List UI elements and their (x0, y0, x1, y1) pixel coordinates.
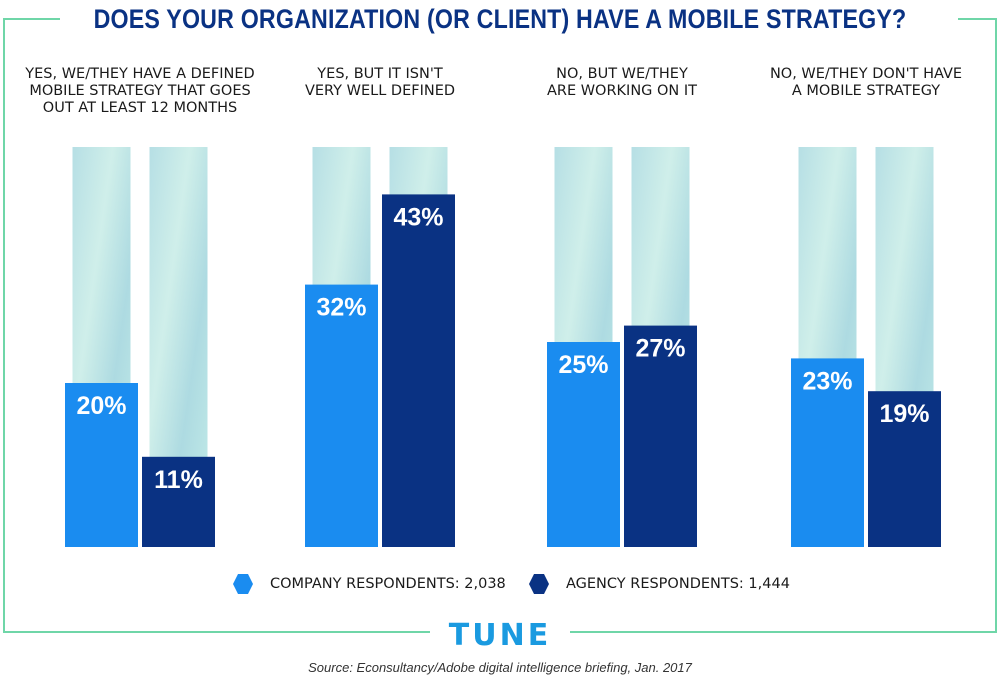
category-label-line: NO, BUT WE/THEY (556, 66, 688, 82)
bar-company (547, 342, 620, 547)
frame-right-line (570, 18, 997, 633)
bar-agency (382, 194, 455, 547)
bar-company (305, 284, 378, 547)
bar-agency (868, 391, 941, 547)
data-label: 23% (802, 367, 852, 395)
category-label-line: NO, WE/THEY DON'T HAVE (769, 66, 963, 82)
company-hexagon-icon (233, 574, 253, 594)
data-label: 20% (76, 392, 126, 420)
data-label: 32% (316, 294, 366, 322)
category-label: NO, WE/THEY DON'T HAVE A MOBILE STRATEGY (746, 66, 986, 100)
category-label: NO, BUT WE/THEY ARE WORKING ON IT (502, 66, 742, 100)
source-note: Source: Econsultancy/Adobe digital intel… (308, 660, 692, 675)
category-label-line: YES, WE/THEY HAVE A DEFINED (25, 66, 255, 82)
category-label-line: VERY WELL DEFINED (304, 83, 456, 99)
page-title: DOES YOUR ORGANIZATION (OR CLIENT) HAVE … (93, 4, 907, 34)
bar-agency (624, 325, 697, 547)
data-label: 43% (393, 203, 443, 231)
legend-agency-label: AGENCY RESPONDENTS: 1,444 (566, 576, 790, 592)
bar-company (791, 358, 864, 547)
category-label-line: ARE WORKING ON IT (546, 83, 698, 99)
category-label-line: OUT AT LEAST 12 MONTHS (42, 100, 238, 116)
bar-agency (142, 456, 215, 547)
tune-logo: TUNE (448, 618, 552, 653)
data-label: 11% (154, 466, 203, 494)
category-label: YES, BUT IT ISN'T VERY WELL DEFINED (260, 66, 500, 100)
category-label-line: MOBILE STRATEGY THAT GOES (29, 83, 251, 99)
frame-left-line (3, 18, 430, 633)
bar-company (65, 383, 138, 547)
category-label: YES, WE/THEY HAVE A DEFINED MOBILE STRATE… (20, 66, 260, 117)
legend-company: COMPANY RESPONDENTS: 2,038 (232, 570, 506, 598)
category-label-line: A MOBILE STRATEGY (791, 83, 941, 99)
category-label-line: YES, BUT IT ISN'T (317, 66, 443, 82)
data-label: 25% (558, 351, 608, 379)
legend-agency: AGENCY RESPONDENTS: 1,444 (528, 570, 790, 598)
data-label: 27% (635, 335, 685, 363)
data-label: 19% (879, 400, 929, 428)
agency-hexagon-icon (529, 574, 549, 594)
legend-company-label: COMPANY RESPONDENTS: 2,038 (270, 576, 506, 592)
